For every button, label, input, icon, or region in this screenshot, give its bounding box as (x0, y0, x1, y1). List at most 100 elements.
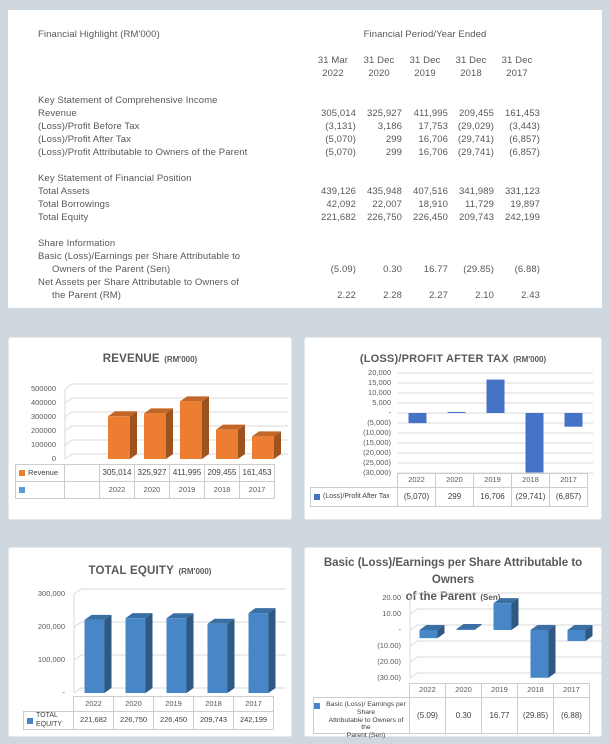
fin-column-header-line2: 2018 (460, 68, 482, 79)
fin-row-label: (Loss)/Profit Before Tax (38, 120, 310, 133)
y-axis-tick: (10.00) (377, 641, 401, 650)
fin-value: 2.28 (383, 290, 402, 301)
fin-value: 16.77 (423, 264, 448, 275)
fin-value: 331,123 (504, 186, 540, 197)
value-cell: 221,682 (73, 711, 114, 730)
fin-row-label-line1: Total Borrowings (38, 199, 110, 210)
fin-row: (Loss)/Profit After Tax (5,070) 299 16,706 (… (38, 133, 582, 146)
bar-2017 (248, 608, 276, 693)
year-cell: 2019 (153, 696, 194, 712)
revenue-chart-title: REVENUE (RM'000) (9, 349, 291, 367)
y-axis-tick: (15,000) (363, 438, 391, 447)
fin-value: 407,516 (412, 186, 448, 197)
year-cell: 2020 (445, 683, 482, 698)
chart-title-unit: (RM'000) (178, 567, 212, 576)
y-axis-tick: 5,000 (372, 398, 391, 407)
fin-row-label: Total Borrowings (38, 198, 310, 211)
fin-row: Total Assets 439,126 435,948 407,516 341,989… (38, 185, 582, 198)
fin-column-header: 31 Dec 2018 (448, 54, 494, 80)
fin-row-label-line1: (Loss)/Profit After Tax (38, 134, 131, 145)
year-cell: 2018 (511, 473, 550, 488)
bar-2018 (530, 625, 556, 678)
table-row: Basic (Loss)/ Earnings per Share Attribut… (313, 697, 590, 739)
bar-2019 (486, 379, 505, 413)
equity-data-table: 2022 2020 2019 2018 2017 TOTAL EQUITY 221,682 2… (23, 696, 274, 730)
fin-row: Net Assets per Share Attributable to Own… (38, 276, 582, 302)
bar-2022 (108, 411, 137, 459)
y-axis-tick: (5,000) (367, 418, 391, 427)
y-axis-tick: 15,000 (368, 378, 391, 387)
legend-swatch (19, 487, 25, 493)
value-cell: 226,450 (153, 711, 194, 730)
legend-swatch (19, 470, 25, 476)
bar-2020 (447, 412, 466, 413)
value-cell: (5.09) (409, 697, 446, 734)
bar-2017 (567, 625, 593, 642)
gridline (409, 592, 602, 599)
year-cell: 2019 (169, 481, 205, 499)
value-cell: 325,927 (134, 464, 170, 482)
financial-highlight-table: Financial Highlight (RM'000) Financial P… (38, 28, 582, 302)
year-cell: 2020 (113, 696, 154, 712)
fin-value: (29,029) (457, 121, 494, 132)
fin-row-label: Basic (Loss)/Earnings per Share Attribut… (38, 250, 310, 276)
value-cell: 209,743 (193, 711, 234, 730)
fin-row-label: Total Assets (38, 185, 310, 198)
fin-value: (29.85) (463, 264, 494, 275)
y-axis-tick: 10,000 (368, 388, 391, 397)
fin-row-label: (Loss)/Profit After Tax (38, 133, 310, 146)
table-row: 2022 2020 2019 2018 2017 (310, 473, 588, 488)
equity-plot-area (73, 588, 286, 694)
fin-column-header-line1: 31 Dec (363, 55, 395, 66)
year-cell: 2018 (204, 481, 240, 499)
gridline (64, 383, 288, 390)
fin-value: 226,450 (412, 212, 448, 223)
y-axis-tick: 10.00 (382, 609, 401, 618)
fin-row-label: Total Equity (38, 211, 310, 224)
fin-section-heading: Key Statement of Comprehensive Income (38, 95, 218, 106)
revenue-plot-area (64, 383, 288, 460)
year-cell: 2020 (435, 473, 474, 488)
gridline (64, 425, 288, 432)
y-axis-tick: 0 (51, 454, 56, 463)
bar-2018 (525, 413, 544, 473)
y-axis-tick: 20,000 (368, 368, 391, 377)
table-row: TOTAL EQUITY 221,682 226,750 226,450 209,743… (23, 711, 274, 730)
fin-row: Total Equity 221,682 226,750 226,450 209,743… (38, 211, 582, 224)
gridline (64, 397, 288, 404)
bar-2019 (180, 396, 209, 459)
chart-title-text: REVENUE (102, 353, 160, 365)
y-axis-tick: - (398, 625, 402, 634)
legend-label: Basic (Loss)/ Earnings per Share Attribut… (323, 701, 409, 740)
gridline (409, 656, 602, 663)
eps-plot-area (409, 592, 602, 679)
year-cell: 2017 (233, 696, 274, 712)
fin-row-label: (Loss)/Profit Attributable to Owners of … (38, 146, 310, 159)
year-cell: 2018 (193, 696, 234, 712)
bar-2017 (252, 431, 281, 459)
fin-value: 439,126 (320, 186, 356, 197)
bar-2020 (125, 613, 153, 693)
fin-value: (29,741) (457, 147, 494, 158)
year-cell: 2018 (517, 683, 554, 698)
year-cell: 2017 (239, 481, 275, 499)
fin-value: (6,857) (509, 134, 540, 145)
fin-value: 435,948 (366, 186, 402, 197)
fin-column-header: 31 Dec 2019 (402, 54, 448, 80)
table-row: Revenue 305,014 325,927 411,995 209,455 161,4… (15, 464, 275, 482)
table-row: (Loss)/Profit After Tax (5,070) 299 16,706(… (310, 487, 588, 507)
y-axis-tick: (20,000) (363, 448, 391, 457)
y-axis-tick: 300000 (30, 412, 56, 421)
fin-column-header: 31 Dec 2020 (356, 54, 402, 80)
fin-row-label-line1: (Loss)/Profit Attributable to Owners of … (38, 147, 248, 158)
fin-column-header-line1: 31 Dec (501, 55, 533, 66)
legend-cell: Basic (Loss)/ Earnings per Share Attribut… (313, 697, 410, 739)
blank-cell (64, 464, 100, 482)
fin-value: (3,443) (509, 121, 540, 132)
spacer (38, 159, 582, 172)
legend-label-line: Attributable to Owners of the (328, 716, 404, 732)
y-axis-tick: (30.00) (377, 673, 401, 682)
chart-title-line2: of the Parent (405, 591, 476, 603)
spacer-cell (313, 683, 410, 698)
